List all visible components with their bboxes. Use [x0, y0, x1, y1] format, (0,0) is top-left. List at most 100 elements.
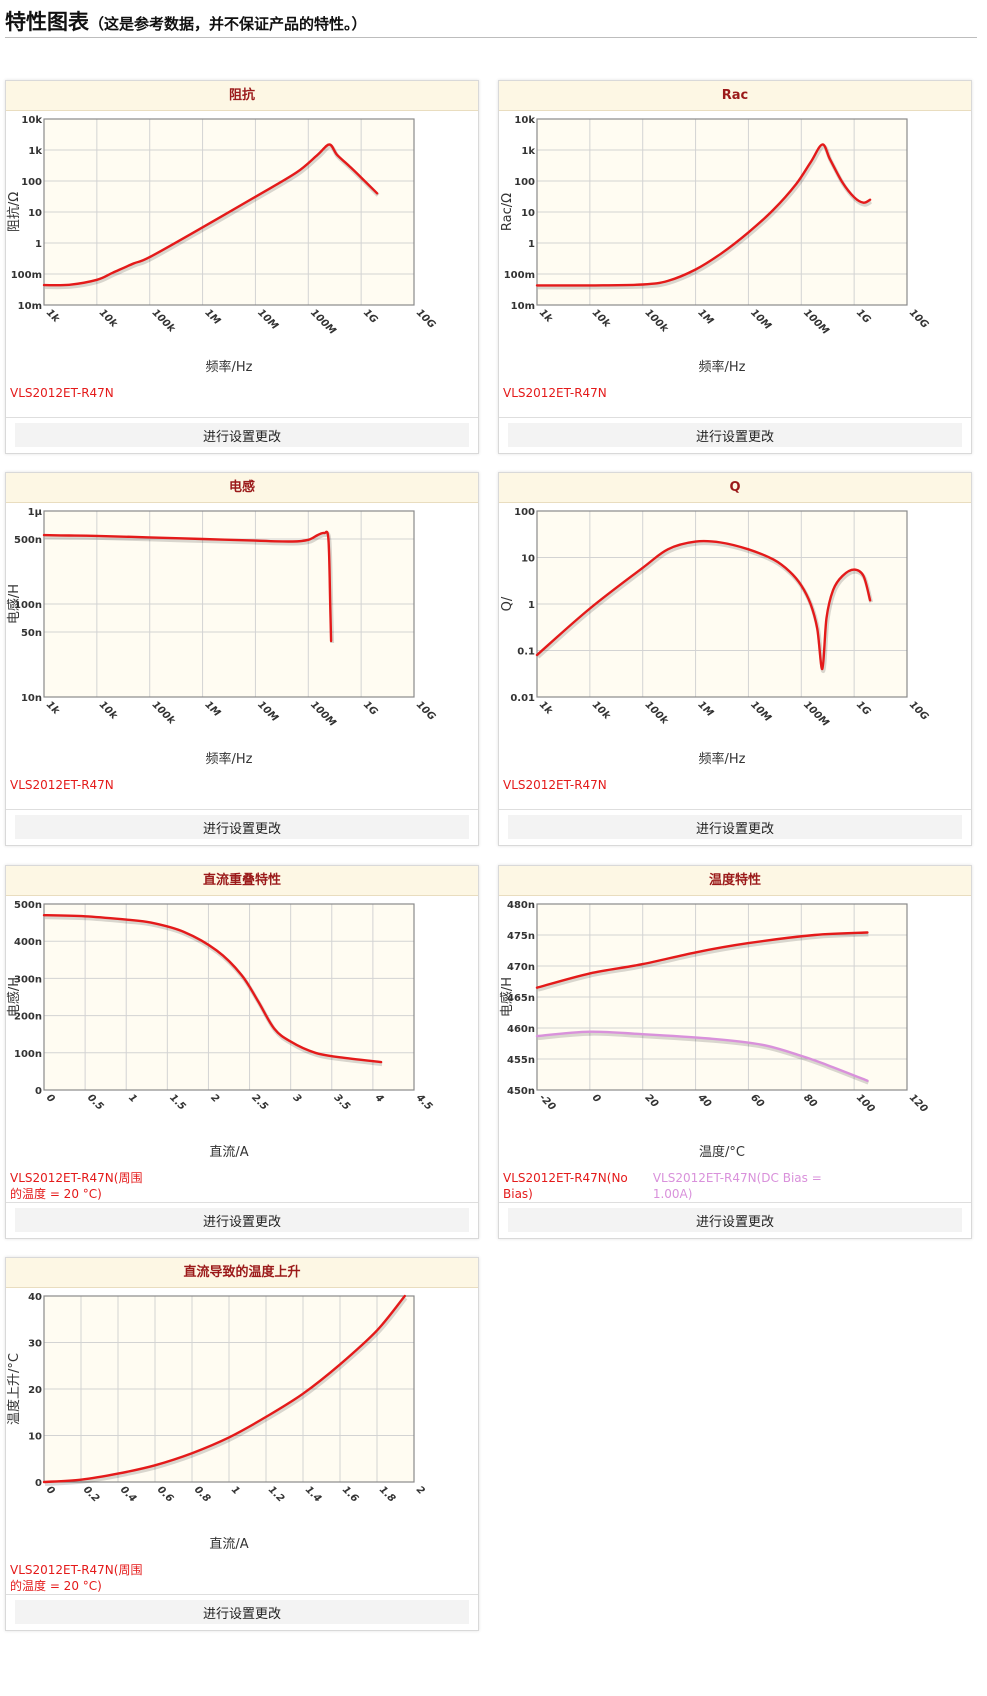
y-tick-label: 10k	[514, 115, 535, 126]
x-tick-label: 40	[695, 1092, 713, 1110]
y-tick-label: 480n	[507, 900, 535, 911]
x-tick-label: 100k	[150, 699, 178, 727]
panel-footer: 进行设置更改	[6, 417, 478, 453]
panel-title: 温度特性	[499, 866, 971, 896]
x-tick-label: 100k	[150, 307, 178, 335]
x-axis-label: 频率/Hz	[699, 359, 746, 375]
panel-dc-bias: 直流重叠特性 0 0.5 1 1.5 2 2.5 3 3.5 4 4.5 0 100n 200n 300n…	[5, 865, 479, 1239]
chart-legend: VLS2012ET-R47N	[10, 777, 476, 793]
series-line-shadow	[537, 932, 869, 992]
settings-change-button[interactable]: 进行设置更改	[15, 423, 469, 447]
y-tick-label: 10m	[511, 301, 535, 312]
x-tick-label: 100k	[643, 699, 671, 727]
panel-footer: 进行设置更改	[499, 809, 971, 845]
x-tick-label: 0	[44, 1092, 57, 1105]
impedance-chart: 1k 10k 100k 1M 10M 100M 1G 10G 10m 100m 1 10 100 1k 10…	[7, 115, 437, 375]
y-tick-label: 1μ	[28, 507, 43, 518]
y-tick-label: 10	[521, 554, 535, 565]
x-tick-label: 1G	[854, 699, 873, 718]
y-tick-label: 100	[514, 177, 535, 188]
x-tick-label: 10k	[590, 699, 613, 722]
y-tick-label: 10n	[21, 693, 42, 704]
x-tick-label: 1	[126, 1092, 139, 1105]
x-tick-label: 0	[44, 1484, 57, 1497]
y-tick-label: 400n	[14, 937, 42, 948]
y-tick-label: 470n	[507, 962, 535, 973]
x-axis-label: 频率/Hz	[699, 751, 746, 767]
x-tick-label: 10M	[748, 699, 773, 724]
x-tick-label: 2.5	[249, 1092, 269, 1112]
y-tick-label: 0	[35, 1086, 42, 1097]
x-axis-label: 温度/°C	[699, 1144, 745, 1160]
legend-item: VLS2012ET-R47N(No Bias)	[503, 1171, 628, 1201]
x-tick-label: 0	[590, 1092, 603, 1105]
y-tick-label: 465n	[507, 993, 535, 1004]
y-tick-label: 40	[28, 1292, 42, 1303]
x-tick-label: 10G	[414, 307, 437, 330]
x-tick-label: 1k	[44, 699, 62, 717]
page-header: 特性图表（这是参考数据，并不保证产品的特性。）	[5, 6, 977, 38]
y-tick-label: 500n	[14, 900, 42, 911]
plot-frame	[43, 1295, 415, 1483]
x-tick-label: 3	[291, 1092, 304, 1105]
plot-frame	[43, 118, 415, 306]
series-line	[42, 1294, 406, 1484]
temperature-chart: -20 0 20 40 60 80 100 120 450n 455n 460n 465n 470n 47…	[499, 900, 929, 1160]
x-tick-label: 10M	[255, 307, 280, 332]
panel-footer: 进行设置更改	[6, 809, 478, 845]
panel-temperature-rise: 直流导致的温度上升 0 0.2 0.4 0.6 0.8 1 1.2 1.4 1.6 1.8 2 0 10…	[5, 1257, 479, 1631]
y-tick-label: 100	[21, 177, 42, 188]
plot-frame	[536, 510, 908, 698]
chart-legend: VLS2012ET-R47N(周围的温度 = 20 °C)	[10, 1170, 476, 1202]
temperature-rise-chart: 0 0.2 0.4 0.6 0.8 1 1.2 1.4 1.6 1.8 2010203040直流/A…	[6, 1292, 427, 1552]
y-tick-label: 10	[521, 208, 535, 219]
chart-legend: VLS2012ET-R47N(No Bias) VLS2012ET-R47N(D…	[503, 1170, 969, 1202]
y-axis-label: 电感/H	[6, 584, 22, 624]
series-line	[535, 539, 872, 671]
y-tick-label: 50n	[21, 628, 42, 639]
x-tick-label: 0.8	[192, 1484, 212, 1504]
settings-change-button[interactable]: 进行设置更改	[508, 815, 962, 839]
x-tick-label: 10M	[748, 307, 773, 332]
legend-item: VLS2012ET-R47N	[10, 778, 114, 792]
series-line	[535, 1030, 869, 1082]
x-tick-label: 1G	[361, 307, 380, 326]
y-tick-label: 460n	[507, 1024, 535, 1035]
y-tick-label: 1	[528, 239, 535, 250]
settings-change-button[interactable]: 进行设置更改	[15, 1208, 469, 1232]
x-tick-label: 0.2	[81, 1484, 101, 1504]
y-tick-label: 1	[528, 600, 535, 611]
x-tick-label: 80	[801, 1092, 819, 1110]
x-tick-label: 100M	[801, 699, 831, 729]
series-line	[535, 143, 872, 287]
legend-item: VLS2012ET-R47N	[503, 778, 607, 792]
panel-title: 直流导致的温度上升	[6, 1258, 478, 1288]
x-tick-label: 0.4	[118, 1484, 138, 1504]
settings-change-button[interactable]: 进行设置更改	[15, 815, 469, 839]
panel-title: Q	[499, 473, 971, 503]
panel-footer: 进行设置更改	[499, 1202, 971, 1238]
y-tick-label: 100	[514, 507, 535, 518]
settings-change-button[interactable]: 进行设置更改	[508, 1208, 962, 1232]
x-tick-label: 3.5	[332, 1092, 352, 1112]
y-tick-label: 450n	[507, 1086, 535, 1097]
y-tick-label: 1k	[521, 146, 535, 157]
series-line	[42, 914, 383, 1064]
y-tick-label: 100n	[14, 600, 42, 611]
x-tick-label: 1.5	[167, 1092, 187, 1112]
settings-change-button[interactable]: 进行设置更改	[15, 1600, 469, 1624]
x-tick-label: 60	[748, 1092, 766, 1110]
x-tick-label: 1M	[695, 307, 715, 327]
x-tick-label: 1M	[695, 699, 715, 719]
x-tick-label: 1M	[202, 307, 222, 327]
x-tick-label: 1.8	[377, 1484, 397, 1504]
page-title: 特性图表	[5, 10, 89, 34]
panel-footer: 进行设置更改	[499, 417, 971, 453]
y-tick-label: 20	[28, 1385, 42, 1396]
settings-change-button[interactable]: 进行设置更改	[508, 423, 962, 447]
x-tick-label: 10G	[907, 699, 930, 722]
y-tick-label: 300n	[14, 974, 42, 985]
y-tick-label: 500n	[14, 535, 42, 546]
series-line-shadow	[44, 1296, 408, 1486]
page-subtitle: （这是参考数据，并不保证产品的特性。）	[89, 15, 367, 33]
